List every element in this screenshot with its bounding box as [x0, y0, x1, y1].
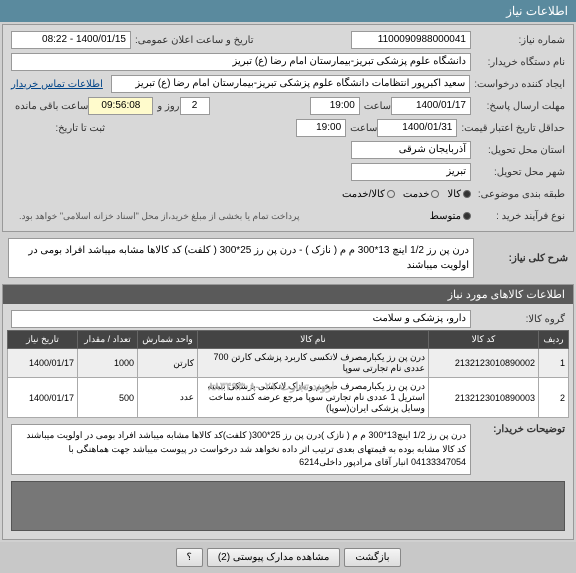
radio-goods-label: کالا [447, 189, 461, 200]
row-process-type: نوع فرآیند خرید : متوسط پرداخت تمام یا ب… [7, 205, 569, 227]
announce-label: تاریخ و ساعت اعلان عمومی: [135, 35, 254, 46]
row-requester: ایجاد کننده درخواست: سعید اکبرپور انتظام… [7, 73, 569, 95]
radio-low[interactable]: متوسط [430, 211, 471, 222]
goods-table: ردیف کد کالا نام کالا واحد شمارش تعداد /… [7, 330, 569, 418]
province-field: آذربایجان شرقی [351, 141, 471, 159]
th-row: ردیف [539, 331, 569, 349]
back-button[interactable]: بازگشت [344, 548, 400, 567]
group-field: دارو، پزشکی و سلامت [11, 310, 471, 328]
radio-service-label: خدمت [403, 189, 430, 200]
contact-link[interactable]: اطلاعات تماس خریدار [11, 79, 103, 90]
desc-text: درن پن رز 1/2 اینچ 13*300 م م ( نازک ) -… [8, 238, 474, 278]
radio-dot-icon [387, 190, 395, 198]
radio-goods-service[interactable]: کالا/خدمت [342, 189, 395, 200]
category-label: طبقه بندی موضوعی: [475, 189, 565, 200]
process-radio-group: متوسط [430, 211, 471, 222]
process-type-label: نوع فرآیند خرید : [475, 211, 565, 222]
buyer-notes-text: درن پن رز 1/2 اینچ13*300 م م ( نازک )درن… [11, 424, 471, 475]
buyer-notes-label: توضیحات خریدار: [475, 424, 565, 435]
deadline-date-field: 1400/01/17 [391, 97, 471, 115]
row-validity: حداقل تاریخ اعتبار قیمت: 1400/01/31 ساعت… [7, 117, 569, 139]
cell-code: 2132123010890002 [429, 349, 539, 378]
time-sep2: ساعت [350, 123, 377, 134]
th-code: کد کالا [429, 331, 539, 349]
valid-time-field: 19:00 [296, 119, 346, 137]
deadline-time-field: 19:00 [310, 97, 360, 115]
cell-name-text: درن پن رز یکبارمصرف ضخیم و نازک لاتکسی پ… [207, 381, 425, 413]
need-number-field: 1100090988000041 [351, 31, 471, 49]
remaining-time-field: 09:56:08 [88, 97, 153, 115]
province-label: استان محل تحویل: [475, 145, 565, 156]
th-date: تاریخ نیاز [8, 331, 78, 349]
cell-name: درن پن رز یکبارمصرف لاتکسی کاربرد پزشکی … [198, 349, 429, 378]
city-field: تبریز [351, 163, 471, 181]
row-desc-title: شرح کلی نیاز: درن پن رز 1/2 اینچ 13*300 … [0, 234, 576, 282]
row-buyer-notes: توضیحات خریدار: درن پن رز 1/2 اینچ13*300… [7, 418, 569, 477]
help-button[interactable]: ؟ [176, 548, 203, 567]
through-label: ثبت تا تاریخ: [15, 123, 105, 134]
goods-section-title: اطلاعات کالاهای مورد نیاز [3, 285, 573, 304]
need-info-section: شماره نیاز: 1100090988000041 تاریخ و ساع… [2, 24, 574, 232]
cell-qty: 500 [78, 378, 138, 418]
requester-label: ایجاد کننده درخواست: [474, 79, 565, 90]
cell-idx: 2 [539, 378, 569, 418]
need-number-label: شماره نیاز: [475, 35, 565, 46]
radio-goods-service-label: کالا/خدمت [342, 189, 385, 200]
window-title: اطلاعات نیاز [0, 0, 576, 22]
row-buyer-org: نام دستگاه خریدار: دانشگاه علوم پزشکی تب… [7, 51, 569, 73]
cell-name: درن پن رز یکبارمصرف ضخیم و نازک لاتکسی پ… [198, 378, 429, 418]
row-goods-group: گروه کالا: دارو، پزشکی و سلامت [7, 308, 569, 330]
min-validity-label: حداقل تاریخ اعتبار قیمت: [461, 123, 565, 134]
cell-date: 1400/01/17 [8, 378, 78, 418]
attachments-button[interactable]: مشاهده مدارک پیوستی (2) [207, 548, 341, 567]
remaining-label: ساعت باقی مانده [15, 101, 88, 112]
table-header-row: ردیف کد کالا نام کالا واحد شمارش تعداد /… [8, 331, 569, 349]
row-need-number: شماره نیاز: 1100090988000041 تاریخ و ساع… [7, 29, 569, 51]
radio-service[interactable]: خدمت [403, 189, 440, 200]
category-radio-group: کالا خدمت کالا/خدمت [342, 189, 471, 200]
radio-low-label: متوسط [430, 211, 461, 222]
table-row: 1 2132123010890002 درن پن رز یکبارمصرف ل… [8, 349, 569, 378]
city-label: شهر محل تحویل: [475, 167, 565, 178]
buyer-org-label: نام دستگاه خریدار: [475, 57, 565, 68]
footer-buttons: بازگشت مشاهده مدارک پیوستی (2) ؟ [0, 542, 576, 573]
group-label: گروه کالا: [475, 314, 565, 325]
radio-dot-icon [463, 212, 471, 220]
cell-qty: 1000 [78, 349, 138, 378]
cell-date: 1400/01/17 [8, 349, 78, 378]
payment-note: پرداخت تمام یا بخشی از مبلغ خرید،از محل … [11, 209, 307, 224]
time-sep: ساعت [364, 101, 391, 112]
th-unit: واحد شمارش [138, 331, 198, 349]
desc-title-label: شرح کلی نیاز: [478, 253, 568, 264]
cell-unit: کارتن [138, 349, 198, 378]
table-row: 2 2132123010890003 درن پن رز یکبارمصرف ض… [8, 378, 569, 418]
deadline-label: مهلت ارسال پاسخ: [475, 101, 565, 112]
valid-date-field: 1400/01/31 [377, 119, 457, 137]
th-name: نام کالا [198, 331, 429, 349]
requester-field: سعید اکبرپور انتظامات دانشگاه علوم پزشکی… [111, 75, 470, 93]
row-province: استان محل تحویل: آذربایجان شرقی [7, 139, 569, 161]
remaining-days-field: 2 [180, 97, 210, 115]
row-category: طبقه بندی موضوعی: کالا خدمت کالا/خدمت [7, 183, 569, 205]
buyer-org-field: دانشگاه علوم پزشکی تبریز-بیمارستان امام … [11, 53, 471, 71]
cell-code: 2132123010890003 [429, 378, 539, 418]
radio-goods[interactable]: کالا [447, 189, 471, 200]
radio-dot-icon [431, 190, 439, 198]
row-deadline: مهلت ارسال پاسخ: 1400/01/17 ساعت 19:00 2… [7, 95, 569, 117]
placeholder-block [11, 481, 565, 531]
cell-idx: 1 [539, 349, 569, 378]
announce-field: 1400/01/15 - 08:22 [11, 31, 131, 49]
cell-unit: عدد [138, 378, 198, 418]
goods-section: اطلاعات کالاهای مورد نیاز گروه کالا: دار… [2, 284, 574, 540]
and-word: روز و [157, 101, 179, 112]
th-qty: تعداد / مقدار [78, 331, 138, 349]
row-city: شهر محل تحویل: تبریز [7, 161, 569, 183]
radio-dot-icon [463, 190, 471, 198]
